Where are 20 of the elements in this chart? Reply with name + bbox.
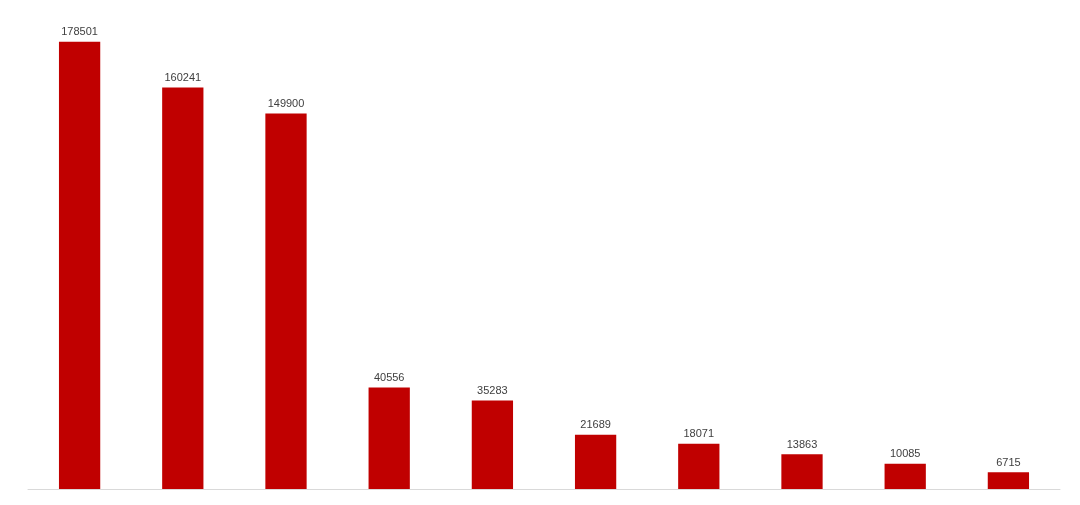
bar	[265, 113, 307, 489]
bar	[781, 454, 823, 489]
data-label: 13863	[786, 437, 818, 450]
data-label: 160241	[164, 71, 202, 84]
data-label: 21689	[580, 418, 611, 431]
bar	[368, 387, 410, 489]
bar	[678, 443, 720, 489]
data-label: 178501	[61, 25, 98, 38]
bar	[58, 41, 101, 489]
bar	[162, 87, 204, 489]
data-label: 35283	[477, 384, 508, 397]
data-label: 18071	[683, 427, 715, 440]
bar	[884, 463, 926, 489]
data-label: 40556	[373, 370, 405, 383]
bar	[471, 400, 514, 489]
bar	[574, 434, 617, 489]
data-label: 10085	[889, 447, 921, 460]
data-label: 6715	[996, 455, 1021, 468]
data-label: 149900	[267, 96, 305, 109]
bar	[987, 472, 1030, 489]
